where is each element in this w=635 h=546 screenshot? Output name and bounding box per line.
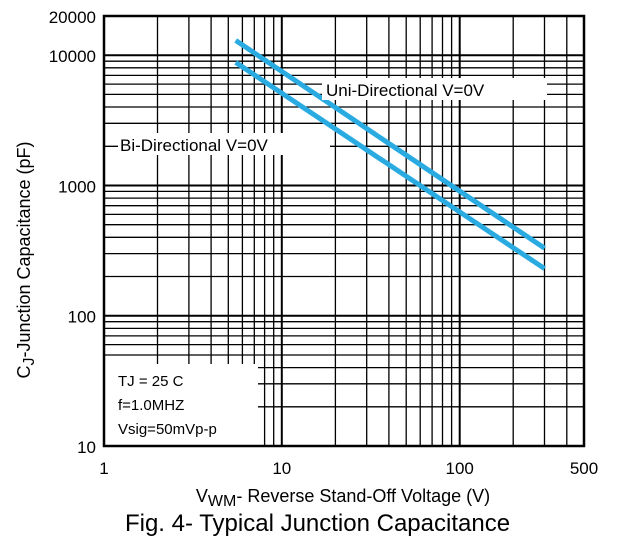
condition-signal: Vsig=50mVp-p xyxy=(118,421,217,438)
x-tick-label: 100 xyxy=(446,459,474,478)
x-axis-label: VWM- Reverse Stand-Off Voltage (V) xyxy=(196,486,490,510)
bi-directional-line xyxy=(234,60,546,271)
uni-label-bg xyxy=(322,78,547,100)
y-axis-label-rest: -Junction Capacitance (pF) xyxy=(14,141,34,357)
series-lines xyxy=(234,38,546,271)
y-tick-label: 10000 xyxy=(49,47,96,66)
bi-label-bg xyxy=(118,133,330,155)
y-tick-label: 1000 xyxy=(58,178,96,197)
y-tick-label: 100 xyxy=(68,308,96,327)
condition-temp: TJ = 25 C xyxy=(118,373,184,390)
figure-caption: Fig. 4- Typical Junction Capacitance xyxy=(124,510,511,537)
x-tick-label: 1 xyxy=(99,459,108,478)
conditions-box xyxy=(104,364,258,446)
bi-label: Bi-Directional V=0V xyxy=(120,136,269,155)
x-axis-label-rest: - Reverse Stand-Off Voltage (V) xyxy=(236,486,490,506)
uni-directional-line xyxy=(234,38,546,251)
y-tick-label: 20000 xyxy=(49,8,96,27)
x-tick-label: 500 xyxy=(570,459,598,478)
x-axis-label-prefix: V xyxy=(196,486,208,506)
condition-freq: f=1.0MHZ xyxy=(118,397,184,414)
plot-frame xyxy=(102,14,586,448)
y-tick-label: 10 xyxy=(77,438,96,457)
y-axis-label-sub: J xyxy=(21,358,38,366)
y-axis-label-prefix: C xyxy=(14,366,34,379)
x-axis-label-sub: WM xyxy=(208,493,236,510)
x-tick-label: 10 xyxy=(272,459,291,478)
uni-label: Uni-Directional V=0V xyxy=(326,81,485,100)
y-axis-label: CJ-Junction Capacitance (pF) xyxy=(14,141,38,378)
